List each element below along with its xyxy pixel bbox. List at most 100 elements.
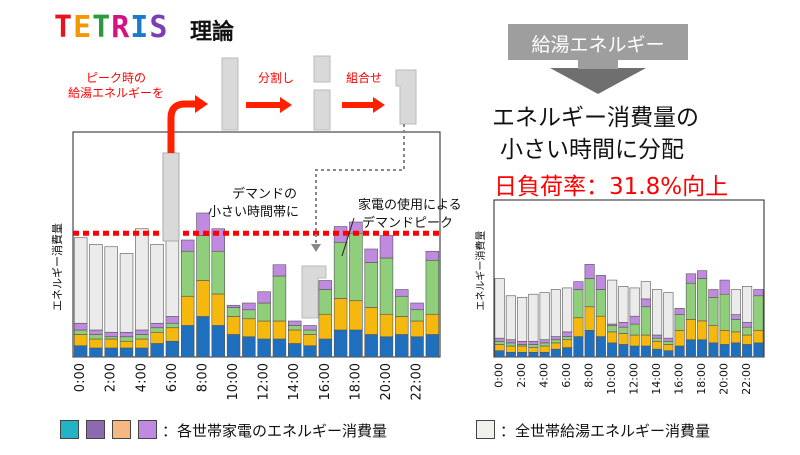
- step-combine-label: 組合せ: [346, 71, 383, 85]
- left-bar-green: [364, 262, 378, 308]
- left-bar-blue: [395, 334, 409, 358]
- left-bar-hot-water: [89, 244, 103, 331]
- left-bar-purple: [272, 264, 287, 277]
- peak-label-line2: 給湯エネルギーを: [68, 86, 165, 100]
- right-bar-hot-water: [742, 286, 753, 323]
- right-bar-blue: [607, 342, 618, 358]
- legend-swatch-peach: [112, 420, 131, 439]
- piece-tall: [221, 57, 239, 131]
- right-bar-purple: [730, 314, 741, 320]
- left-bar-green: [196, 235, 210, 281]
- left-bar-purple: [288, 320, 302, 326]
- left-xtick-label: 6:00: [165, 363, 180, 392]
- right-bar-purple: [674, 308, 685, 315]
- right-chart-group: 0:00 2:00 4:00 6:00 8:00 10:00 12:00 14:00 16:00…: [474, 199, 765, 395]
- left-bar-blue: [333, 329, 348, 358]
- left-bar-hot-water: [119, 253, 134, 333]
- right-bar-orange: [697, 320, 708, 341]
- right-bar-orange: [753, 330, 764, 344]
- left-xtick-label: 2:00: [104, 363, 119, 392]
- left-bar-blue: [104, 347, 118, 358]
- right-bar-purple: [539, 339, 550, 344]
- left-bar-green: [272, 275, 287, 322]
- left-bar-orange: [211, 293, 225, 326]
- right-bar-green: [719, 293, 730, 331]
- left-bar-blue: [272, 338, 287, 358]
- right-bar-blue: [539, 351, 550, 358]
- left-bar-purple: [395, 289, 409, 297]
- right-bar-orange: [494, 344, 505, 352]
- right-bar-blue: [708, 342, 719, 358]
- right-bar-green: [640, 306, 651, 336]
- right-bar-hot-water: [562, 287, 573, 333]
- right-bar-blue: [595, 336, 606, 358]
- left-bar-blue: [165, 340, 180, 358]
- left-bar-green: [119, 336, 134, 342]
- left-plot-frame: [72, 131, 441, 358]
- right-bar-hot-water: [528, 293, 539, 342]
- right-bar-blue: [584, 330, 595, 358]
- left-bar-orange: [89, 338, 103, 349]
- right-bar-blue: [618, 344, 629, 358]
- left-bar-purple: [119, 331, 134, 338]
- left-xtick-label: 0:00: [73, 363, 88, 392]
- left-bar-green: [333, 241, 348, 299]
- left-xtick-label: 10:00: [226, 363, 241, 400]
- appliance-peak-pointer: [341, 217, 355, 257]
- left-bar-purple: [303, 325, 317, 331]
- right-bar-hot-water: [494, 278, 505, 339]
- left-bar-purple: [196, 212, 210, 236]
- appliance-peak-line2: デマンドピーク: [362, 216, 454, 231]
- left-bar-orange: [333, 298, 348, 331]
- right-bar-hot-water: [618, 286, 629, 323]
- right-bar-green: [562, 336, 573, 341]
- right-bar-orange: [517, 345, 528, 353]
- logo-letter: I: [130, 10, 149, 45]
- right-plot-frame: [493, 199, 765, 358]
- step-split-label: 分割し: [258, 71, 295, 85]
- legend-appliance-label: ：各世帯家電のエネルギー消費量: [162, 422, 388, 440]
- left-chart-group: 0:00 2:00 4:00 6:00 8:00 10:00 12:00 14:00 16:00…: [50, 131, 441, 400]
- left-bar-purple: [104, 331, 118, 338]
- right-bar-blue: [719, 344, 730, 358]
- right-bar-green: [494, 340, 505, 345]
- right-bar-purple: [505, 339, 516, 344]
- left-bar-purple: [73, 322, 88, 331]
- right-bar-green: [607, 325, 618, 333]
- left-bar-purple: [410, 302, 424, 311]
- left-bar-green: [425, 259, 440, 315]
- right-bar-green: [550, 339, 561, 344]
- right-bar-blue: [550, 348, 561, 358]
- right-bar-hot-water: [629, 287, 640, 317]
- left-bar-purple: [226, 304, 241, 308]
- right-bar-blue: [674, 345, 685, 358]
- left-bar-purple: [425, 250, 440, 261]
- right-bar-blue: [685, 339, 696, 358]
- left-bar-purple: [135, 329, 149, 335]
- left-bar-blue: [135, 347, 149, 358]
- right-bar-hot-water: [663, 292, 674, 339]
- left-bar-orange: [272, 320, 287, 340]
- left-bar-hot-water: [73, 237, 88, 324]
- left-xtick-label: 14:00: [287, 363, 302, 400]
- right-bar-orange: [663, 344, 674, 352]
- load-factor: 日負荷率：31.8%向上: [494, 174, 729, 200]
- right-xtick-label: 14:00: [650, 363, 663, 395]
- right-bar-blue: [494, 350, 505, 358]
- left-bar-orange: [288, 329, 302, 344]
- right-bar-hot-water: [652, 289, 663, 336]
- right-bar-purple: [708, 289, 719, 298]
- left-xtick-label: 20:00: [379, 363, 394, 400]
- right-xtick-label: 0:00: [493, 363, 506, 388]
- left-bar-green: [303, 329, 317, 335]
- right-xtick-label: 16:00: [673, 363, 686, 395]
- right-bar-orange: [629, 334, 640, 347]
- right-bar-orange: [618, 333, 629, 345]
- left-bar-green: [73, 329, 88, 335]
- left-bar-orange: [150, 331, 164, 344]
- red-arrow-up-head: [195, 95, 208, 113]
- right-bar-green: [697, 278, 708, 322]
- left-bar-green: [211, 250, 225, 295]
